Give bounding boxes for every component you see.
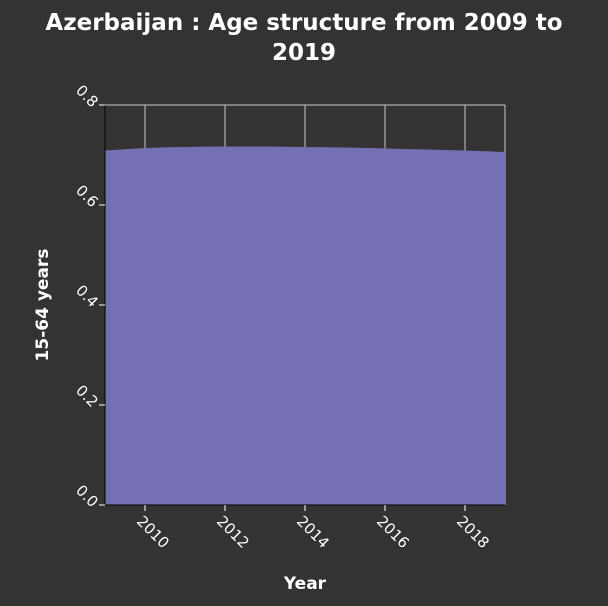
chart-title-line-2: 2019 [271, 40, 336, 66]
chart-title: Azerbaijan : Age structure from 2009 to … [0, 8, 608, 68]
x-tick-label-1: 2012 [213, 512, 253, 552]
y-axis-label: 15-64 years [33, 249, 53, 362]
y-tick-label-0: 0.0 [72, 481, 102, 511]
y-tick-label-3: 0.6 [72, 181, 102, 211]
y-tick-label-2: 0.4 [72, 281, 102, 311]
x-tick-labels: 2010 2012 2014 2016 2018 [133, 512, 493, 552]
axes [99, 104, 505, 511]
x-tick-label-4: 2018 [453, 512, 493, 552]
x-tick-label-2: 2014 [293, 512, 333, 552]
area-series [105, 146, 505, 505]
y-tick-label-1: 0.2 [72, 381, 102, 411]
x-tick-label-0: 2010 [133, 512, 173, 552]
chart-title-line-1: Azerbaijan : Age structure from 2009 to [45, 10, 563, 36]
y-tick-labels: 0.0 0.2 0.4 0.6 0.8 [72, 81, 102, 511]
x-tick-label-3: 2016 [373, 512, 413, 552]
x-axis-label: Year [283, 574, 327, 594]
y-tick-label-4: 0.8 [72, 81, 102, 111]
